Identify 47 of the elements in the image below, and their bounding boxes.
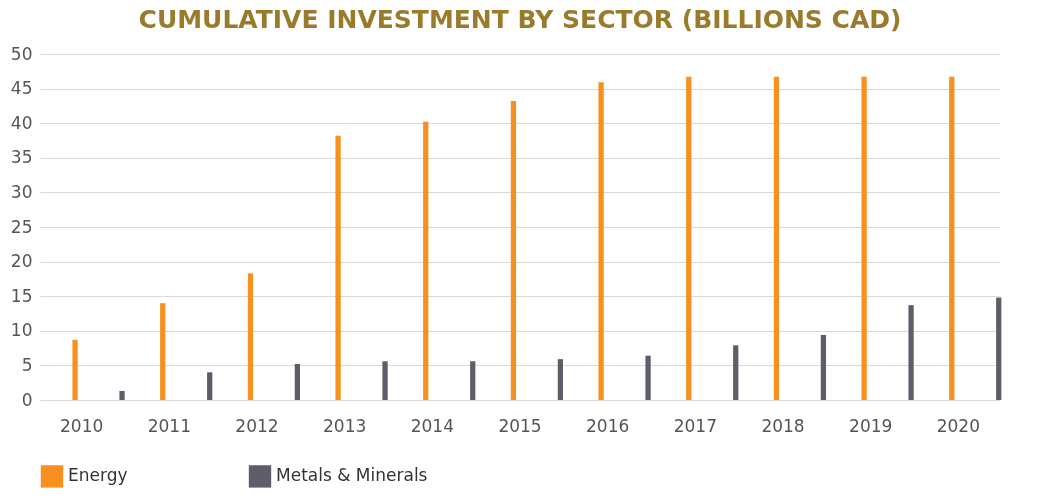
x-tick-label: 2016 xyxy=(586,415,630,436)
x-tick-label: 2011 xyxy=(147,415,191,436)
x-tick-label: 2019 xyxy=(849,415,893,436)
y-tick-label: 25 xyxy=(10,216,33,237)
bar xyxy=(645,355,651,400)
bar xyxy=(119,391,125,400)
y-tick-label: 35 xyxy=(10,147,33,168)
bar xyxy=(294,364,301,400)
y-tick-label: 5 xyxy=(21,354,33,375)
x-tick-label: 2014 xyxy=(410,415,454,436)
y-tick-label: 40 xyxy=(10,112,33,133)
y-tick-label: 30 xyxy=(10,181,33,202)
chart-title: CUMULATIVE INVESTMENT BY SECTOR (BILLIONS CAD) xyxy=(138,5,902,34)
x-tick-label: 2020 xyxy=(936,415,980,436)
y-tick-label: 50 xyxy=(10,43,33,64)
bar xyxy=(510,101,517,400)
bar xyxy=(72,339,78,400)
y-tick-label: 10 xyxy=(10,320,33,341)
x-tick-label: 2013 xyxy=(323,415,367,436)
bar xyxy=(335,135,341,400)
bar xyxy=(773,76,780,400)
legend-label: Metals & Minerals xyxy=(276,465,428,486)
bar xyxy=(908,305,914,400)
bar xyxy=(820,334,827,400)
x-tick-label: 2012 xyxy=(235,415,279,436)
bar xyxy=(207,372,213,400)
legend-label: Energy xyxy=(68,465,128,486)
bar xyxy=(160,303,166,400)
y-tick-label: 0 xyxy=(21,389,33,410)
bar xyxy=(557,359,564,400)
bar xyxy=(686,76,692,400)
x-tick-label: 2017 xyxy=(673,415,717,436)
x-tick-label: 2018 xyxy=(761,415,805,436)
bar xyxy=(423,121,429,400)
bar xyxy=(949,76,955,400)
bar xyxy=(733,345,739,400)
y-tick-label: 45 xyxy=(10,78,33,99)
bar xyxy=(247,273,254,400)
x-tick-label: 2010 xyxy=(60,415,104,436)
bar xyxy=(598,82,604,400)
x-tick-label: 2015 xyxy=(498,415,542,436)
bar xyxy=(382,361,388,400)
bar xyxy=(996,297,1002,400)
bar xyxy=(470,361,476,400)
y-tick-label: 15 xyxy=(10,285,33,306)
y-tick-label: 20 xyxy=(10,251,33,272)
bar xyxy=(861,76,867,400)
